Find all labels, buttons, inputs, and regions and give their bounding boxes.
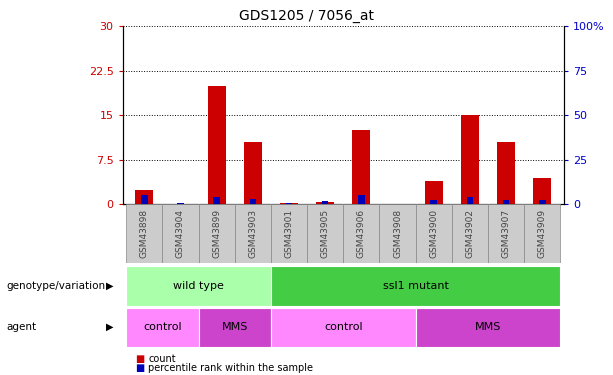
Bar	[533, 178, 551, 204]
Bar	[244, 142, 262, 204]
Bar	[199, 204, 235, 262]
Text: GSM43906: GSM43906	[357, 209, 366, 258]
Text: GSM43905: GSM43905	[321, 209, 330, 258]
Text: GSM43907: GSM43907	[501, 209, 511, 258]
Bar	[358, 195, 365, 204]
Bar	[126, 308, 199, 347]
Bar	[343, 204, 379, 262]
Bar	[162, 204, 199, 262]
Bar	[539, 200, 546, 204]
Bar	[461, 116, 479, 204]
Text: GSM43898: GSM43898	[140, 209, 149, 258]
Text: ■: ■	[135, 354, 144, 364]
Bar	[213, 197, 220, 204]
Bar	[249, 199, 256, 204]
Bar	[126, 266, 271, 306]
Bar	[135, 189, 153, 204]
Bar	[416, 204, 452, 262]
Text: GSM43899: GSM43899	[212, 209, 221, 258]
Bar	[430, 200, 437, 204]
Text: control: control	[324, 322, 363, 332]
Text: ▶: ▶	[106, 322, 113, 332]
Text: genotype/variation: genotype/variation	[6, 281, 105, 291]
Bar	[271, 266, 560, 306]
Text: control: control	[143, 322, 181, 332]
Text: GSM43904: GSM43904	[176, 209, 185, 258]
Text: ▶: ▶	[106, 281, 113, 291]
Text: GSM43902: GSM43902	[465, 209, 474, 258]
Bar	[286, 203, 292, 204]
Text: percentile rank within the sample: percentile rank within the sample	[148, 363, 313, 373]
Bar	[307, 204, 343, 262]
Bar	[141, 195, 148, 204]
Text: MMS: MMS	[475, 322, 501, 332]
Text: GSM43908: GSM43908	[393, 209, 402, 258]
Bar	[316, 202, 334, 204]
Bar	[271, 308, 416, 347]
Bar	[452, 204, 488, 262]
Text: ssl1 mutant: ssl1 mutant	[383, 281, 449, 291]
Bar	[352, 130, 370, 204]
Bar	[271, 204, 307, 262]
Bar	[199, 308, 271, 347]
Text: ■: ■	[135, 363, 144, 373]
Text: GSM43903: GSM43903	[248, 209, 257, 258]
Bar	[235, 204, 271, 262]
Text: GSM43909: GSM43909	[538, 209, 547, 258]
Bar	[524, 204, 560, 262]
Text: GSM43901: GSM43901	[284, 209, 294, 258]
Bar	[379, 204, 416, 262]
Bar	[425, 181, 443, 204]
Bar	[497, 142, 515, 204]
Bar	[466, 197, 473, 204]
Bar	[126, 204, 162, 262]
Text: MMS: MMS	[221, 322, 248, 332]
Text: count: count	[148, 354, 176, 364]
Bar	[488, 204, 524, 262]
Bar	[322, 201, 329, 204]
Bar	[416, 308, 560, 347]
Text: wild type: wild type	[173, 281, 224, 291]
Text: agent: agent	[6, 322, 36, 332]
Text: GDS1205 / 7056_at: GDS1205 / 7056_at	[239, 9, 374, 23]
Bar	[208, 86, 226, 204]
Bar	[503, 200, 509, 204]
Text: GSM43900: GSM43900	[429, 209, 438, 258]
